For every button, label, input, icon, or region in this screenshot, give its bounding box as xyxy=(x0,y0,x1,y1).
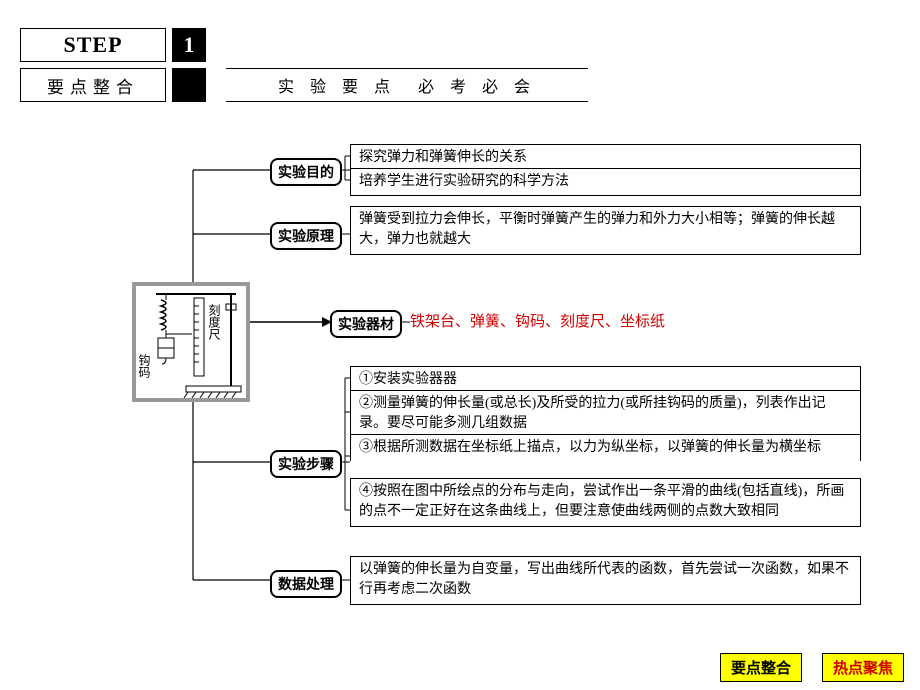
node-purpose: 实验目的 xyxy=(270,158,342,186)
content-principle: 弹簧受到拉力会伸长，平衡时弹簧产生的弹力和外力大小相等；弹簧的伸长越大，弹力也就… xyxy=(350,206,861,255)
content-step-4: ④按照在图中所绘点的分布与走向，尝试作出一条平滑的曲线(包括直线)，所画的点不一… xyxy=(350,478,861,527)
footer-btn-focus[interactable]: 热点聚焦 xyxy=(822,653,904,682)
node-steps: 实验步骤 xyxy=(270,450,342,478)
concept-diagram: 钩码 刻度尺 实验目的 实验原理 实验器材 实验步骤 数据处理 探究弹力和弹簧伸… xyxy=(0,140,920,630)
sub-row: 要点整合 实 验 要 点 必 考 必 会 xyxy=(20,68,588,102)
sub-left-label: 要点整合 xyxy=(20,68,166,102)
hook-weight-label: 钩码 xyxy=(138,354,150,378)
apparatus-svg xyxy=(136,286,246,398)
node-principle: 实验原理 xyxy=(270,222,342,250)
content-purpose-2: 培养学生进行实验研究的科学方法 xyxy=(350,168,861,196)
step-row: STEP 1 xyxy=(20,28,588,62)
step-number: 1 xyxy=(172,28,206,62)
node-data: 数据处理 xyxy=(270,570,342,598)
sub-black-box xyxy=(172,68,206,102)
content-step-3: ③根据所测数据在坐标纸上描点，以力为纵坐标，以弹簧的伸长量为横坐标 xyxy=(350,434,861,461)
sub-right-label: 实 验 要 点 必 考 必 会 xyxy=(226,68,588,102)
node-equipment: 实验器材 xyxy=(330,310,402,338)
apparatus-illustration: 钩码 刻度尺 xyxy=(132,282,250,402)
content-equipment: 铁架台、弹簧、钩码、刻度尺、坐标纸 xyxy=(410,310,861,331)
ruler-label: 刻度尺 xyxy=(208,304,220,340)
footer-btn-summary[interactable]: 要点整合 xyxy=(720,653,802,682)
content-data: 以弹簧的伸长量为自变量，写出曲线所代表的函数，首先尝试一次函数，如果不行再考虑二… xyxy=(350,556,861,605)
footer-nav: 要点整合 热点聚焦 xyxy=(720,653,904,682)
content-step-2: ②测量弹簧的伸长量(或总长)及所受的拉力(或所挂钩码的质量)，列表作出记录。要尽… xyxy=(350,390,861,438)
step-label: STEP xyxy=(20,28,166,62)
page-header: STEP 1 要点整合 实 验 要 点 必 考 必 会 xyxy=(20,28,588,102)
